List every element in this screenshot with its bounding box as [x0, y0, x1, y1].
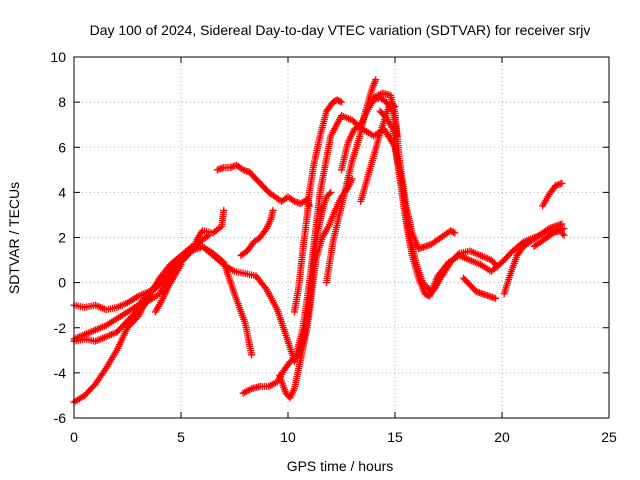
- plus-marker: [348, 175, 356, 183]
- y-tick-labels: -6 -4 -2 0 2 4 6 8 10: [50, 49, 66, 426]
- y-tick-label: 10: [50, 49, 66, 65]
- data-markers: [70, 76, 568, 406]
- x-tick-label: 10: [280, 429, 296, 445]
- x-tick-label: 20: [494, 429, 510, 445]
- data-series-5: [151, 261, 185, 316]
- y-tick-label: -2: [54, 320, 67, 336]
- data-series-18: [539, 179, 566, 210]
- x-tick-labels: 0 5 10 15 20 25: [70, 429, 617, 445]
- plus-marker: [454, 251, 462, 259]
- x-tick-label: 25: [601, 429, 617, 445]
- plus-marker: [248, 351, 256, 359]
- y-axis-label: SDTVAR / TECUs: [6, 182, 22, 294]
- plus-marker: [220, 206, 228, 214]
- data-series-19: [530, 227, 568, 251]
- data-series-8: [239, 188, 335, 397]
- x-tick-label: 5: [177, 429, 185, 445]
- plus-marker: [492, 294, 500, 302]
- plus-marker: [492, 261, 500, 269]
- y-tick-label: -6: [54, 410, 67, 426]
- y-tick-label: 4: [58, 184, 66, 200]
- plus-marker: [338, 98, 345, 106]
- plus-marker: [325, 190, 333, 198]
- chart-title: Day 100 of 2024, Sidereal Day-to-day VTE…: [90, 22, 591, 38]
- plus-marker: [451, 229, 459, 237]
- plus-marker: [449, 228, 457, 236]
- x-axis-label: GPS time / hours: [287, 458, 394, 474]
- y-tick-label: 2: [58, 230, 66, 246]
- plus-marker: [560, 224, 568, 232]
- data-series-7: [237, 206, 277, 260]
- plus-marker: [327, 188, 335, 196]
- data-series-4: [70, 231, 213, 343]
- plot-frame: [73, 56, 610, 419]
- plus-marker: [372, 76, 380, 84]
- y-tick-label: -4: [54, 365, 67, 381]
- plus-marker: [558, 179, 566, 187]
- data-series-6: [213, 161, 313, 210]
- plus-marker: [558, 220, 566, 228]
- y-tick-label: 0: [58, 275, 66, 291]
- plus-marker: [560, 231, 568, 239]
- plus-marker: [336, 97, 344, 105]
- y-tick-label: 6: [58, 139, 66, 155]
- plus-marker: [559, 230, 567, 238]
- data-series-15: [376, 107, 502, 300]
- data-series-11: [323, 76, 380, 287]
- data-series-10: [290, 96, 345, 316]
- plus-marker: [494, 263, 502, 271]
- plus-marker: [205, 231, 213, 239]
- data-series-17: [500, 220, 566, 298]
- data-series-16: [459, 274, 500, 302]
- plus-marker: [203, 232, 211, 240]
- y-tick-label: 8: [58, 94, 66, 110]
- x-tick-label: 15: [387, 429, 403, 445]
- plus-marker: [269, 206, 277, 214]
- plus-marker: [177, 261, 185, 269]
- x-tick-label: 0: [70, 429, 78, 445]
